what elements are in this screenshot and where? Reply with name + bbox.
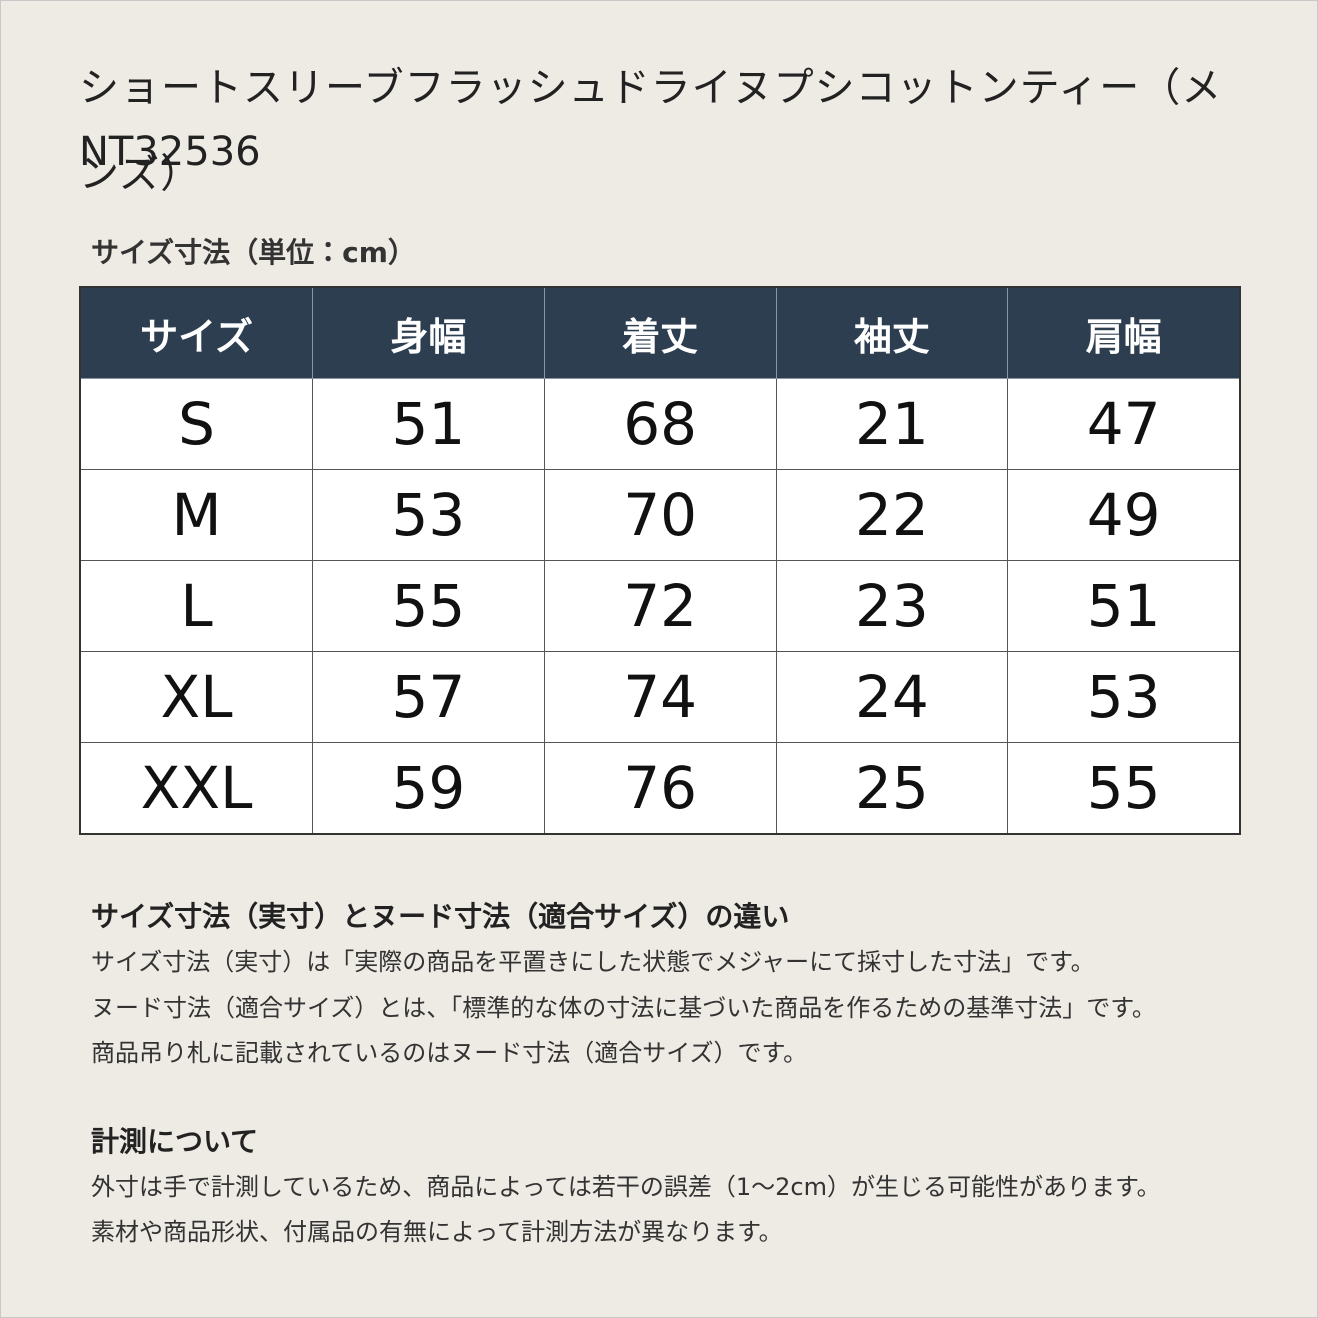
product-code: NT32536 (79, 129, 261, 175)
table-cell: 53 (1007, 651, 1241, 743)
table-row: XL 57 74 24 53 (79, 651, 1241, 743)
table-row: S 51 68 21 47 (79, 378, 1241, 470)
table-cell: 72 (543, 560, 777, 652)
table-cell: 55 (1007, 742, 1241, 835)
table-cell: 22 (775, 469, 1009, 561)
table-cell: 49 (1007, 469, 1241, 561)
table-cell: XXL (79, 742, 314, 835)
table-cell: XL (79, 651, 314, 743)
table-cell: 68 (543, 378, 777, 470)
notes: サイズ寸法（実寸）とヌード寸法（適合サイズ）の違いサイズ寸法（実寸）は「実際の商… (91, 894, 1271, 1298)
title: ショートスリーブフラッシュドライヌプシコットンティー（メンズ） (79, 65, 1223, 197)
table-row: XXL 59 76 25 55 (79, 742, 1241, 835)
table-cell: 74 (543, 651, 777, 743)
table-row: L 55 72 23 51 (79, 560, 1241, 652)
table-cell: 76 (543, 742, 777, 835)
note-heading: サイズ寸法（実寸）とヌード寸法（適合サイズ）の違い (91, 900, 790, 933)
table-cell: 47 (1007, 378, 1241, 470)
table-row: M 53 70 22 49 (79, 469, 1241, 561)
note-heading: 計測について (91, 1124, 259, 1158)
table-cell: 25 (775, 742, 1009, 835)
column-header: 袖丈 (775, 286, 1009, 379)
note-section: 計測について外寸は手で計測しているため、商品によっては若干の誤差（1～2cm）が… (91, 1119, 1271, 1256)
table-cell: 59 (312, 742, 545, 835)
note-line: サイズ寸法（実寸）は「実際の商品を平置きにした状態でメジャーにて採寸した寸法」で… (91, 948, 1095, 976)
table-cell: 55 (312, 560, 545, 652)
table-cell: 53 (312, 469, 545, 561)
note-line: ヌード寸法（適合サイズ）とは、「標準的な体の寸法に基づいた商品を作るための基準寸… (91, 993, 1156, 1022)
size-table: サイズ 身幅 着丈 袖丈 肩幅 S 51 68 21 47 M 53 70 22 49 L 55 72 23 51 XL… (79, 286, 1241, 835)
table-cell: 51 (1007, 560, 1241, 652)
table-cell: M (79, 469, 314, 561)
column-header: 肩幅 (1007, 286, 1241, 379)
table-cell: L (79, 560, 314, 652)
column-header: サイズ (79, 286, 314, 379)
column-header: 着丈 (543, 286, 777, 379)
column-header: 身幅 (312, 286, 545, 379)
table-caption: サイズ寸法（単位：cm） (91, 236, 416, 269)
table-cell: S (79, 378, 314, 470)
table-cell: 21 (775, 378, 1009, 470)
note-line: 外寸は手で計測しているため、商品によっては若干の誤差（1～2cm）が生じる可能性… (91, 1172, 1161, 1201)
table-cell: 57 (312, 651, 545, 743)
table-cell: 70 (543, 469, 777, 561)
note-line: 素材や商品形状、付属品の有無によって計測方法が異なります。 (91, 1218, 783, 1246)
header-row: サイズ 身幅 着丈 袖丈 肩幅 (79, 286, 1241, 379)
note-line: 商品吊り札に記載されているのはヌード寸法（適合サイズ）です。 (91, 1039, 808, 1067)
table-cell: 23 (775, 560, 1009, 652)
table-cell: 24 (775, 651, 1009, 743)
table-cell: 51 (312, 378, 545, 470)
note-section: サイズ寸法（実寸）とヌード寸法（適合サイズ）の違いサイズ寸法（実寸）は「実際の商… (91, 894, 1271, 1077)
